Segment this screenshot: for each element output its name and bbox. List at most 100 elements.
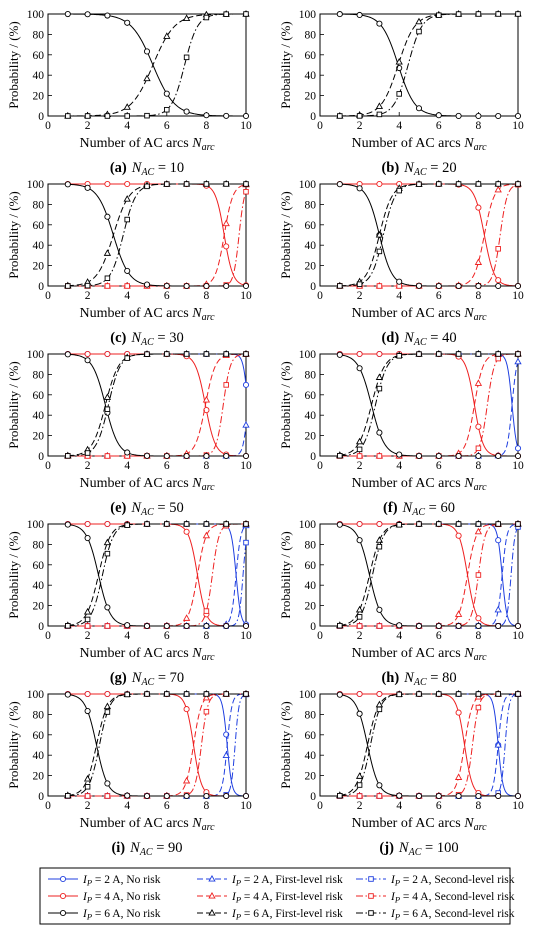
data-point-6A-second-level-risk <box>164 691 170 697</box>
x-tick-label: 10 <box>512 120 524 132</box>
series-line-6A-no-risk <box>339 13 518 117</box>
y-tick-label: 80 <box>33 709 45 721</box>
data-point-4A-second-level-risk <box>203 708 210 715</box>
x-tick-label: 6 <box>164 630 170 642</box>
data-point-4A-no-risk <box>455 709 462 716</box>
data-point-6A-no-risk <box>183 452 190 460</box>
caption-eq: = <box>427 330 442 346</box>
data-point-6A-no-risk <box>376 429 383 436</box>
data-point-6A-no-risk <box>514 452 522 460</box>
data-point-6A-no-risk <box>183 282 190 290</box>
data-point-6A-second-level-risk <box>84 113 91 119</box>
data-point-6A-no-risk <box>223 622 230 630</box>
data-point-6A-no-risk <box>475 622 482 630</box>
caption-subscript: AC <box>408 847 422 858</box>
x-tick-label: 8 <box>476 800 482 812</box>
data-point-6A-second-level-risk <box>356 614 363 620</box>
data-point-4A-no-risk <box>455 532 462 539</box>
caption-value: 50 <box>169 500 184 516</box>
data-point-6A-no-risk <box>143 792 151 800</box>
data-point-6A-second-level-risk <box>356 281 363 287</box>
caption-subscript: AC <box>140 167 154 178</box>
data-point-4A-second-level-risk <box>376 453 383 459</box>
data-point-6A-first-level-risk <box>415 17 423 25</box>
data-point-6A-no-risk <box>455 792 462 800</box>
data-point-6A-first-level-risk <box>355 772 364 779</box>
y-tick-label: 40 <box>305 70 317 82</box>
x-tick-label: 6 <box>436 630 442 642</box>
x-axis-label: Number of AC arcs Narc <box>79 816 215 833</box>
y-tick-label: 20 <box>305 601 317 613</box>
legend-text: = 6 A, First-level risk <box>241 908 343 920</box>
plot-frame <box>319 523 519 627</box>
y-tick-label: 100 <box>27 9 45 21</box>
data-point-6A-first-level-risk <box>83 774 92 782</box>
x-axis-label-text: Number of AC arcs <box>351 136 464 151</box>
data-point-6A-no-risk <box>223 112 230 119</box>
y-tick-label: 0 <box>38 111 44 123</box>
x-axis-label-subscript: arc <box>474 142 488 153</box>
y-axis-label: Probability / (%) <box>6 21 21 108</box>
data-point-6A-second-level-risk <box>124 691 130 698</box>
caption-value: 100 <box>437 840 459 856</box>
legend-label: IP = 4 A, First-level risk <box>231 891 343 905</box>
data-point-4A-no-risk <box>376 180 383 188</box>
series-line-6A-first-level-risk <box>339 183 518 287</box>
data-point-6A-second-level-risk <box>376 385 383 392</box>
x-tick-label: 2 <box>85 630 91 642</box>
x-axis-label: Number of AC arcs Narc <box>79 306 215 323</box>
caption-letter: (g) <box>110 670 127 686</box>
data-point-6A-second-level-risk <box>436 521 442 527</box>
data-point-6A-second-level-risk <box>104 709 111 715</box>
data-point-6A-first-level-risk <box>103 538 112 546</box>
data-point-6A-no-risk <box>415 105 423 112</box>
y-axis-label: Probability / (%) <box>278 361 293 448</box>
data-point-2A-first-level-risk <box>242 421 250 428</box>
data-point-6A-no-risk <box>356 11 363 19</box>
data-point-6A-second-level-risk <box>84 784 91 790</box>
y-tick-label: 100 <box>299 9 317 21</box>
data-point-6A-second-level-risk <box>436 351 442 357</box>
data-point-6A-no-risk <box>435 622 442 630</box>
x-tick-label: 2 <box>357 460 363 472</box>
data-point-6A-no-risk <box>242 452 250 460</box>
panel-caption: (d) NAC = 40 <box>381 330 456 348</box>
legend-box <box>39 867 511 925</box>
legend-label: IP = 2 A, No risk <box>82 874 161 888</box>
data-point-4A-second-level-risk <box>376 623 383 629</box>
data-point-6A-second-level-risk <box>164 351 170 357</box>
data-point-6A-second-level-risk <box>416 181 422 188</box>
data-point-2A-no-risk <box>223 731 230 738</box>
panel-caption: (a) NAC = 10 <box>110 160 184 178</box>
y-tick-label: 80 <box>33 369 45 381</box>
caption-letter: (b) <box>381 160 399 176</box>
data-point-6A-second-level-risk <box>396 353 402 359</box>
data-point-6A-no-risk <box>495 792 502 800</box>
data-point-4A-second-level-risk <box>203 608 210 614</box>
x-tick-label: 8 <box>204 120 210 132</box>
data-point-6A-no-risk <box>124 792 131 799</box>
x-tick-label: 0 <box>317 800 323 812</box>
data-point-6A-second-level-risk <box>416 28 422 35</box>
series-line-6A-no-risk <box>339 354 518 457</box>
data-point-6A-second-level-risk <box>436 181 442 187</box>
caption-subscript: AC <box>140 337 154 348</box>
data-point-6A-no-risk <box>396 622 403 629</box>
data-point-6A-second-level-risk <box>337 622 343 629</box>
caption-letter: (h) <box>381 670 399 686</box>
x-tick-label: 8 <box>476 630 482 642</box>
data-point-6A-second-level-risk <box>475 691 482 697</box>
y-tick-label: 80 <box>305 709 317 721</box>
series-line-6A-no-risk <box>339 524 518 627</box>
data-point-4A-first-level-risk <box>474 258 483 265</box>
y-tick-label: 100 <box>27 179 45 191</box>
x-tick-label: 4 <box>124 460 130 472</box>
x-tick-label: 0 <box>45 120 51 132</box>
data-point-6A-no-risk <box>64 10 71 18</box>
data-point-6A-no-risk <box>242 112 250 120</box>
y-tick-label: 80 <box>305 369 317 381</box>
x-tick-label: 4 <box>124 120 130 132</box>
y-tick-label: 40 <box>33 240 45 252</box>
